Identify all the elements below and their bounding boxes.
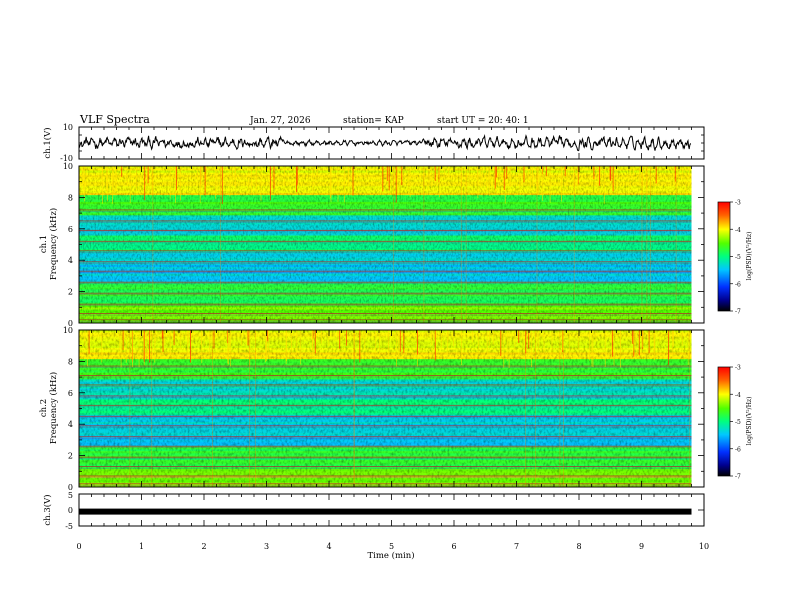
- time-axis-tick-label: 1: [139, 542, 144, 551]
- ch3-waveform-ticks: [78, 493, 705, 527]
- ch2-spectrogram-ticks: [78, 329, 705, 488]
- ch1-spectrogram-texture: [79, 166, 692, 323]
- ch2-spectrogram-channel-label: ch.2: [39, 399, 49, 417]
- time-axis-tick-label: 6: [451, 542, 456, 551]
- ch1-colorbar-tick-label: -6: [735, 281, 741, 288]
- ch1-frequency-axis-label: Frequency (kHz): [48, 208, 59, 280]
- ch1-freq-tick-label: 10: [63, 162, 73, 171]
- ch2-colorbar-tick-label: -6: [735, 446, 741, 453]
- time-axis-tick-label: 10: [699, 542, 709, 551]
- ch2-freq-tick-label: 6: [68, 389, 73, 398]
- ch1-colorbar-tick-label: -7: [735, 309, 741, 316]
- time-axis-tick-label: 7: [514, 542, 519, 551]
- time-axis-tick-label: 0: [76, 542, 81, 551]
- station-label: station= KAP: [343, 116, 404, 126]
- ch2-spectrogram-heatmap: [79, 330, 704, 488]
- ch1-waveform-panel: 10 -10 ch.1(V): [42, 123, 705, 163]
- ch1-spectrogram-ticks: [78, 165, 705, 324]
- ch1-frequency-tick-labels: 0 2 4 6 8 10: [63, 162, 73, 328]
- date-label: Jan. 27, 2026: [249, 116, 311, 126]
- ch1-colorbar-gradient: [717, 201, 731, 312]
- ch1-spectrogram-channel-label: ch.1: [39, 235, 49, 253]
- time-axis-tick-label: 3: [264, 542, 269, 551]
- ch3-waveform-panel: 5 0 -5 ch.3(V): [42, 491, 705, 531]
- ch2-empty-region: [691, 330, 704, 487]
- ch2-spectrogram-panel: 0 2 4 6 8 10 ch.2 Frequency (kHz): [39, 326, 705, 492]
- ch3-ytick-bottom: -5: [65, 522, 73, 531]
- ch2-spectrogram-texture: [79, 330, 692, 487]
- ch2-colorbar-gradient: [717, 366, 731, 477]
- ch2-freq-tick-label: 2: [68, 452, 73, 461]
- time-axis-label: Time (min): [367, 550, 414, 561]
- time-axis-tick-label: 4: [326, 542, 331, 551]
- ch1-ylabel: ch.1(V): [42, 127, 53, 158]
- ch3-ytick-mid: 0: [68, 506, 73, 515]
- ch2-colorbar-tick-label: -5: [735, 419, 741, 426]
- ch2-freq-tick-label: 4: [68, 420, 73, 429]
- ch1-ytick-top: 10: [63, 123, 73, 132]
- ch1-waveform-ticks: [78, 126, 705, 160]
- ch1-waveform-trace: [78, 134, 692, 152]
- ch1-freq-tick-label: 6: [68, 225, 73, 234]
- ch1-colorbar-ticks: -3 -4 -5 -6 -7: [730, 200, 741, 316]
- figure-title: VLF Spectra: [79, 113, 150, 126]
- ch1-colorbar: -3 -4 -5 -6 -7 log(PSD)(V²/Hz): [717, 200, 753, 316]
- ch2-colorbar-label: log(PSD)(V²/Hz): [746, 397, 753, 446]
- ch1-freq-tick-label: 8: [68, 193, 73, 202]
- time-axis-tick-label: 8: [576, 542, 581, 551]
- ch2-freq-tick-label: 0: [68, 483, 73, 492]
- start-time-label: start UT = 20: 40: 1: [437, 116, 529, 126]
- ch1-spectrogram-heatmap: [79, 166, 704, 324]
- ch2-colorbar-ticks: -3 -4 -5 -6 -7: [730, 365, 741, 481]
- ch1-colorbar-tick-label: -3: [735, 200, 741, 207]
- ch2-frequency-axis-label: Frequency (kHz): [48, 372, 59, 444]
- ch1-ytick-bottom: -10: [60, 154, 73, 163]
- time-axis-tick-label: 5: [389, 542, 394, 551]
- ch1-colorbar-tick-label: -4: [735, 227, 741, 234]
- ch3-ylabel: ch.3(V): [42, 494, 53, 525]
- ch2-freq-tick-label: 8: [68, 357, 73, 366]
- time-axis-tick-label: 9: [639, 542, 644, 551]
- time-axis-tick-labels: 0 1 2 3 4 5 6 7 8 9 10: [76, 542, 709, 551]
- ch3-ytick-top: 5: [68, 491, 73, 500]
- ch2-colorbar-tick-label: -3: [735, 365, 741, 372]
- ch2-colorbar-tick-label: -7: [735, 474, 741, 481]
- ch3-waveform-trace: [79, 508, 692, 515]
- ch2-colorbar-tick-label: -4: [735, 392, 741, 399]
- ch1-colorbar-tick-label: -5: [735, 254, 741, 261]
- ch1-freq-tick-label: 4: [68, 256, 73, 265]
- ch2-colorbar: -3 -4 -5 -6 -7 log(PSD)(V²/Hz): [717, 365, 753, 481]
- ch1-freq-tick-label: 2: [68, 288, 73, 297]
- ch1-colorbar-label: log(PSD)(V²/Hz): [746, 232, 753, 281]
- ch1-empty-region: [691, 166, 704, 323]
- time-axis-tick-label: 2: [201, 542, 206, 551]
- ch1-freq-tick-label: 0: [68, 319, 73, 328]
- ch2-frequency-tick-labels: 0 2 4 6 8 10: [63, 326, 73, 492]
- ch1-spectrogram-panel: 0 2 4 6 8 10 ch.1 Frequency (kHz): [39, 162, 705, 328]
- ch2-freq-tick-label: 10: [63, 326, 73, 335]
